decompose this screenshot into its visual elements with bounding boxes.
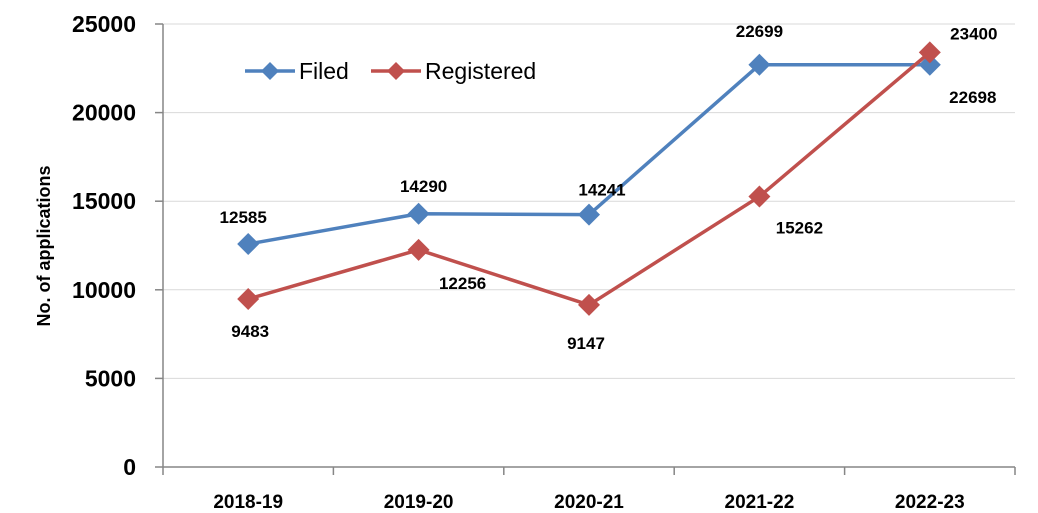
- x-tick-label: 2021-22: [725, 492, 795, 513]
- gridlines: [155, 23, 1016, 475]
- data-point-filed: [407, 202, 430, 225]
- data-label-filed: 14290: [400, 177, 447, 196]
- legend-item-filed: Filed: [245, 58, 349, 84]
- legend-item-registered: Registered: [371, 58, 536, 84]
- series: [237, 41, 941, 316]
- data-point-registered: [407, 238, 430, 261]
- x-tick-labels: 2018-19 2019-20 2020-21 2021-22 2022-23: [213, 492, 964, 513]
- data-point-registered: [918, 41, 941, 64]
- data-label-registered: 23400: [950, 24, 997, 43]
- data-point-filed: [237, 232, 260, 255]
- y-tick-label: 10000: [72, 277, 136, 303]
- x-tick-label: 2022-23: [895, 492, 965, 513]
- data-point-filed: [918, 53, 941, 76]
- x-tick-label: 2018-19: [213, 492, 283, 513]
- data-point-registered: [578, 293, 600, 316]
- legend: Filed Registered: [245, 58, 536, 84]
- series-line-registered: [247, 51, 931, 307]
- y-tick-label: 25000: [72, 11, 136, 37]
- legend-label-filed: Filed: [299, 58, 349, 84]
- legend-marker-registered: [387, 62, 405, 80]
- y-tick-label: 5000: [85, 365, 136, 391]
- data-label-filed: 12585: [220, 208, 267, 227]
- x-tick-label: 2019-20: [384, 492, 454, 513]
- data-point-registered: [748, 185, 771, 208]
- y-tick-label: 15000: [72, 188, 136, 214]
- y-tick-label: 0: [123, 454, 136, 480]
- data-point-filed: [748, 53, 771, 76]
- x-tick-label: 2020-21: [554, 492, 624, 513]
- data-label-registered: 15262: [776, 219, 823, 238]
- data-label-filed: 14241: [578, 181, 625, 200]
- data-point-filed: [578, 203, 600, 226]
- axes: [162, 24, 1015, 468]
- data-labels: 12585 14290 14241 22699 22698 9483 12256 9147 15…: [220, 22, 998, 353]
- y-tick-labels: 0 5000 10000 15000 20000 25000: [72, 11, 136, 480]
- data-label-registered: 12256: [439, 274, 486, 293]
- y-axis-title: No. of applications: [34, 165, 54, 326]
- data-point-registered: [237, 287, 260, 310]
- data-label-registered: 9147: [567, 334, 605, 353]
- legend-marker-filed: [261, 62, 279, 80]
- legend-label-registered: Registered: [425, 58, 536, 84]
- data-label-registered: 9483: [231, 322, 269, 341]
- y-tick-label: 20000: [72, 100, 136, 126]
- data-label-filed: 22699: [736, 22, 783, 41]
- data-label-filed: 22698: [949, 88, 996, 107]
